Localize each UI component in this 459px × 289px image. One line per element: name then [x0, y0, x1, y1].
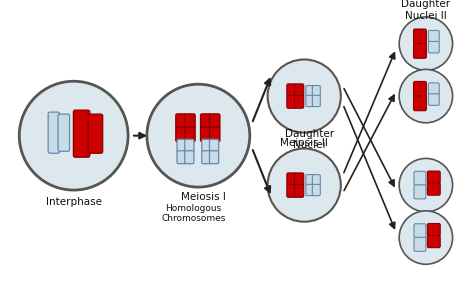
FancyBboxPatch shape — [209, 127, 219, 142]
FancyBboxPatch shape — [413, 237, 425, 251]
FancyBboxPatch shape — [185, 114, 195, 129]
FancyBboxPatch shape — [294, 95, 303, 108]
Text: Homologous
Chromosomes: Homologous Chromosomes — [161, 204, 225, 223]
FancyBboxPatch shape — [185, 139, 194, 152]
Circle shape — [398, 17, 452, 70]
FancyBboxPatch shape — [294, 173, 303, 186]
Text: Daughter
Nuclei: Daughter Nuclei — [284, 129, 333, 150]
FancyBboxPatch shape — [413, 29, 425, 44]
FancyBboxPatch shape — [427, 41, 438, 53]
FancyBboxPatch shape — [177, 139, 186, 152]
FancyBboxPatch shape — [427, 83, 438, 94]
FancyBboxPatch shape — [426, 171, 439, 184]
FancyBboxPatch shape — [175, 127, 186, 142]
FancyBboxPatch shape — [413, 224, 425, 238]
FancyBboxPatch shape — [73, 110, 90, 157]
FancyBboxPatch shape — [177, 151, 186, 164]
FancyBboxPatch shape — [426, 223, 439, 236]
FancyBboxPatch shape — [200, 127, 211, 142]
Text: Meiosis I: Meiosis I — [180, 192, 225, 202]
FancyBboxPatch shape — [200, 114, 211, 129]
Circle shape — [398, 158, 452, 212]
Text: Interphase: Interphase — [45, 197, 101, 207]
Circle shape — [19, 81, 128, 190]
FancyBboxPatch shape — [427, 94, 438, 105]
FancyBboxPatch shape — [185, 151, 194, 164]
FancyBboxPatch shape — [286, 95, 296, 108]
Circle shape — [398, 69, 452, 123]
FancyBboxPatch shape — [88, 114, 102, 153]
Circle shape — [146, 84, 249, 187]
FancyBboxPatch shape — [48, 112, 60, 153]
FancyBboxPatch shape — [413, 43, 425, 58]
FancyBboxPatch shape — [286, 84, 296, 97]
FancyBboxPatch shape — [312, 184, 319, 196]
Circle shape — [267, 149, 340, 222]
FancyBboxPatch shape — [286, 173, 296, 186]
FancyBboxPatch shape — [58, 114, 69, 151]
FancyBboxPatch shape — [426, 235, 439, 248]
FancyBboxPatch shape — [312, 175, 319, 186]
Text: Meiosis II: Meiosis II — [280, 138, 327, 148]
FancyBboxPatch shape — [413, 81, 425, 96]
FancyBboxPatch shape — [413, 185, 425, 199]
FancyBboxPatch shape — [413, 96, 425, 111]
FancyBboxPatch shape — [312, 86, 319, 97]
FancyBboxPatch shape — [175, 114, 186, 129]
Text: Daughter
Nuclei II: Daughter Nuclei II — [400, 0, 449, 21]
FancyBboxPatch shape — [185, 127, 195, 142]
Circle shape — [398, 211, 452, 264]
FancyBboxPatch shape — [209, 139, 218, 152]
FancyBboxPatch shape — [294, 84, 303, 97]
FancyBboxPatch shape — [427, 30, 438, 42]
FancyBboxPatch shape — [202, 151, 211, 164]
FancyBboxPatch shape — [294, 184, 303, 197]
FancyBboxPatch shape — [305, 95, 313, 107]
FancyBboxPatch shape — [305, 86, 313, 97]
Circle shape — [267, 60, 340, 133]
FancyBboxPatch shape — [413, 171, 425, 185]
FancyBboxPatch shape — [209, 114, 219, 129]
FancyBboxPatch shape — [312, 95, 319, 107]
FancyBboxPatch shape — [286, 184, 296, 197]
FancyBboxPatch shape — [426, 183, 439, 195]
FancyBboxPatch shape — [305, 184, 313, 196]
FancyBboxPatch shape — [202, 139, 211, 152]
FancyBboxPatch shape — [209, 151, 218, 164]
FancyBboxPatch shape — [305, 175, 313, 186]
